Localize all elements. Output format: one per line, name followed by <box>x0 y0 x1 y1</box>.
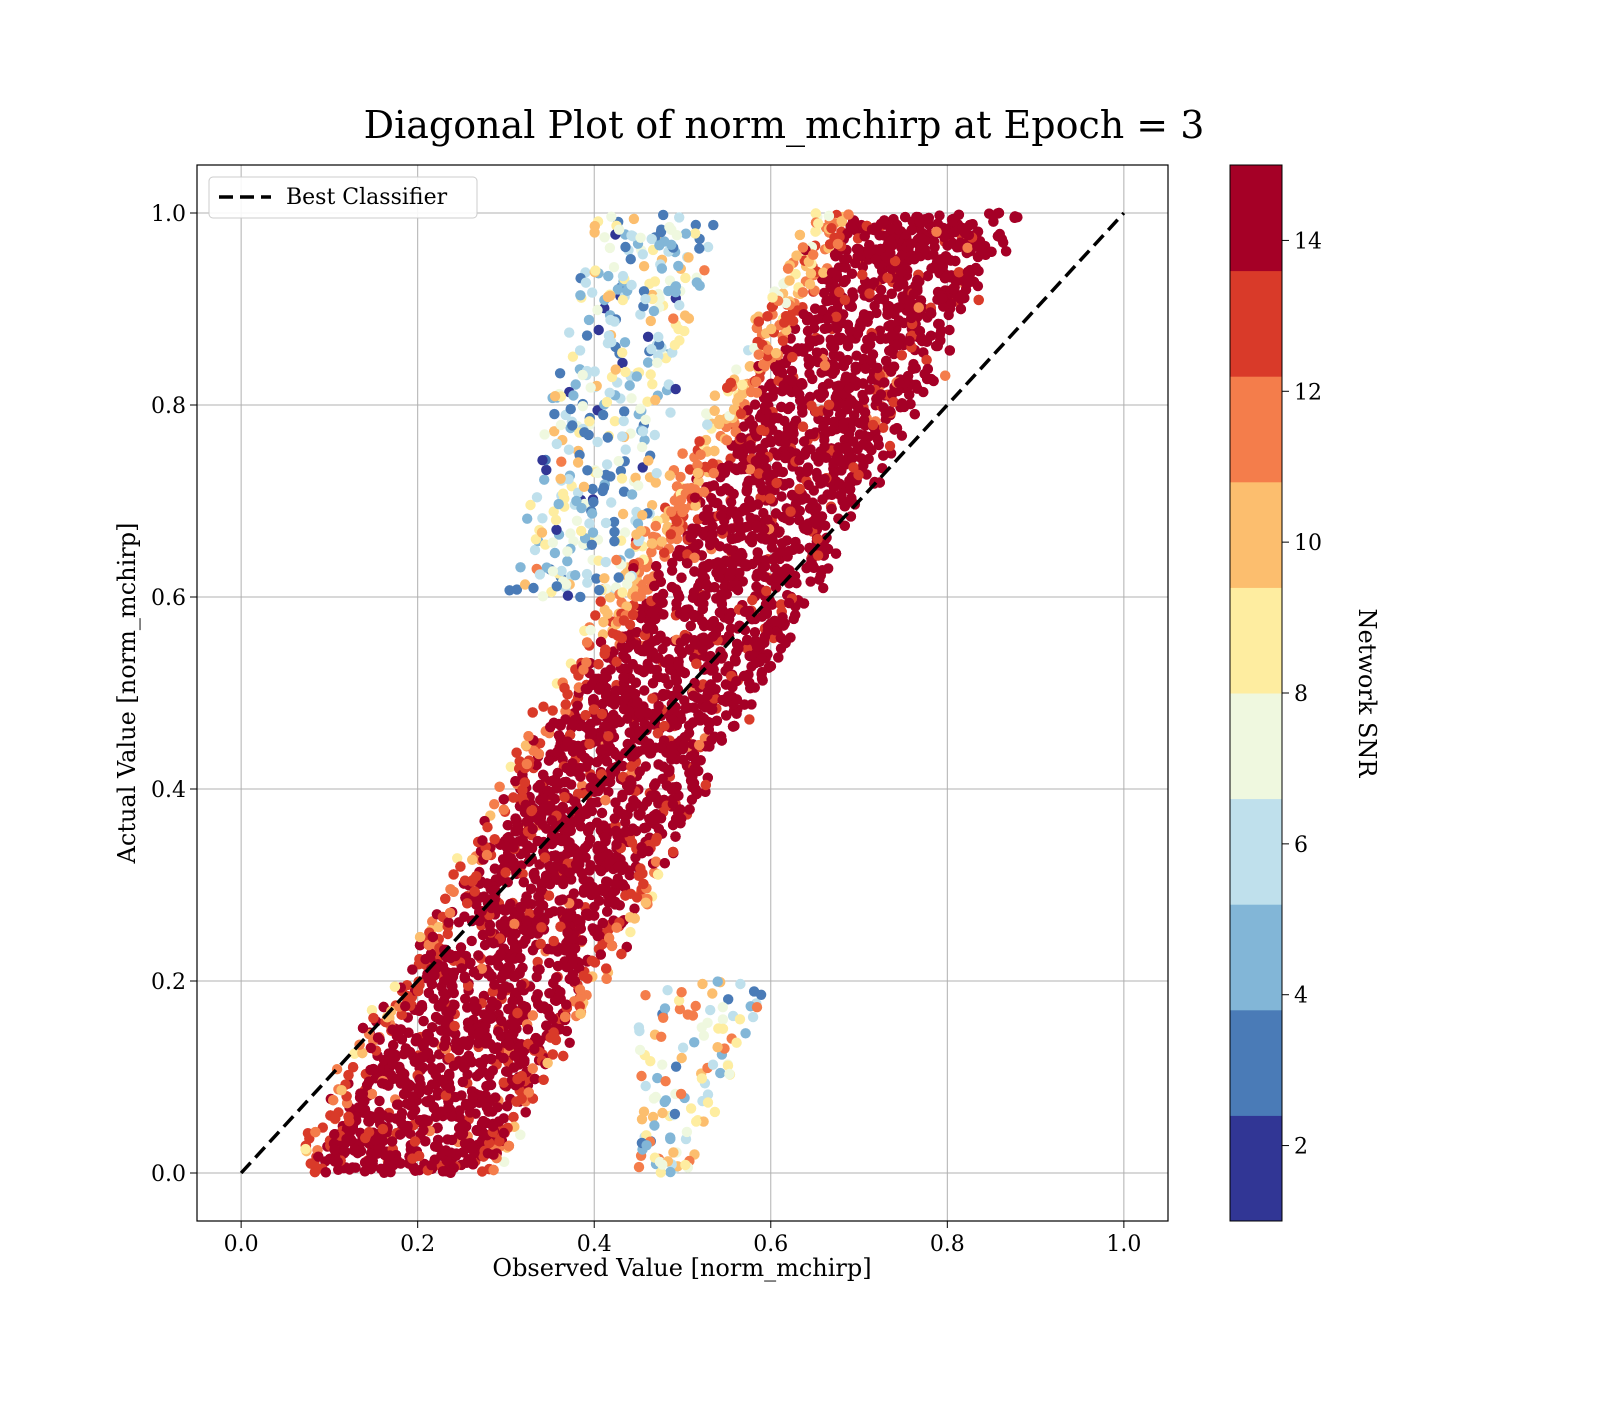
scatter-point <box>807 374 817 384</box>
scatter-point <box>407 964 417 974</box>
scatter-point <box>676 573 686 583</box>
scatter-point <box>744 714 754 724</box>
scatter-point <box>639 685 649 695</box>
scatter-point <box>747 595 757 605</box>
scatter-point <box>458 1077 468 1087</box>
scatter-point <box>686 621 696 631</box>
scatter-point <box>586 772 596 782</box>
scatter-point <box>757 675 767 685</box>
scatter-point <box>710 391 720 401</box>
scatter-point <box>508 1112 518 1122</box>
scatter-point <box>887 289 897 299</box>
scatter-point <box>795 230 805 240</box>
scatter-point <box>473 950 483 960</box>
scatter-point <box>790 610 800 620</box>
chart-title: Diagonal Plot of norm_mchirp at Epoch = … <box>364 103 1205 148</box>
scatter-point <box>944 325 954 335</box>
scatter-point <box>654 824 664 834</box>
scatter-point <box>533 989 543 999</box>
scatter-point <box>826 340 836 350</box>
scatter-point <box>378 1124 388 1134</box>
scatter-point <box>928 263 938 273</box>
scatter-point <box>783 404 793 414</box>
scatter-point <box>569 888 579 898</box>
scatter-point <box>625 927 635 937</box>
scatter-point <box>467 936 477 946</box>
scatter-point <box>651 561 661 571</box>
scatter-point <box>590 610 600 620</box>
scatter-point <box>596 596 606 606</box>
scatter-point <box>494 782 504 792</box>
scatter-point <box>548 705 558 715</box>
scatter-point <box>321 1167 331 1177</box>
scatter-point <box>601 963 611 973</box>
scatter-point <box>565 1038 575 1048</box>
scatter-point <box>488 1165 498 1175</box>
scatter-point <box>691 659 701 669</box>
scatter-point <box>347 1162 357 1172</box>
scatter-point <box>310 1127 320 1137</box>
scatter-point <box>885 441 895 451</box>
scatter-point <box>851 362 861 372</box>
scatter-point <box>806 268 816 278</box>
scatter-point <box>620 890 630 900</box>
scatter-point <box>614 861 624 871</box>
scatter-point <box>804 480 814 490</box>
scatter-point <box>787 352 797 362</box>
scatter-point <box>651 665 661 675</box>
scatter-point <box>447 1135 457 1145</box>
scatter-point <box>538 702 548 712</box>
scatter-point <box>467 855 477 865</box>
scatter-point <box>721 710 731 720</box>
scatter-point <box>921 355 931 365</box>
scatter-point <box>817 494 827 504</box>
scatter-point <box>702 420 712 430</box>
scatter-point <box>811 208 821 218</box>
scatter-point <box>653 869 663 879</box>
scatter-point <box>674 645 684 655</box>
scatter-point <box>639 667 649 677</box>
scatter-point <box>482 822 492 832</box>
scatter-point <box>933 319 943 329</box>
scatter-point <box>358 1023 368 1033</box>
scatter-point <box>509 1062 519 1072</box>
scatter-point <box>577 935 587 945</box>
scatter-point <box>731 364 741 374</box>
scatter-point <box>765 435 775 445</box>
scatter-point <box>805 576 815 586</box>
scatter-point <box>415 932 425 942</box>
scatter-point <box>843 320 853 330</box>
scatter-point <box>745 440 755 450</box>
scatter-point <box>993 231 1003 241</box>
scatter-point <box>434 922 444 932</box>
scatter-point <box>787 366 797 376</box>
scatter-point <box>805 392 815 402</box>
scatter-point <box>694 436 704 446</box>
scatter-point <box>804 360 814 370</box>
scatter-points <box>300 208 1022 1178</box>
scatter-point <box>613 805 623 815</box>
scatter-point <box>558 1051 568 1061</box>
scatter-point <box>592 757 602 767</box>
scatter-point <box>731 709 741 719</box>
scatter-point <box>390 982 400 992</box>
scatter-point <box>729 533 739 543</box>
scatter-point <box>544 755 554 765</box>
scatter-point <box>489 799 499 809</box>
scatter-point <box>448 869 458 879</box>
scatter-point <box>561 699 571 709</box>
scatter-point <box>509 919 519 929</box>
scatter-point <box>797 378 807 388</box>
scatter-point <box>933 341 943 351</box>
